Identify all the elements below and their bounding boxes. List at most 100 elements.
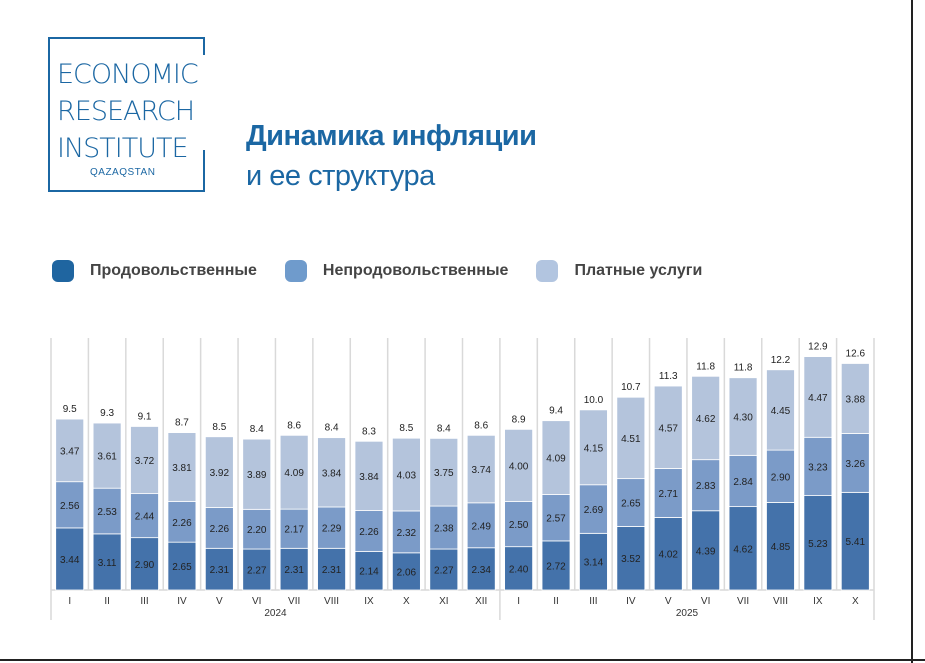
value-label: 2.29 bbox=[322, 524, 342, 535]
bar-segment bbox=[579, 532, 608, 591]
bar-segment bbox=[391, 510, 421, 554]
bar-segment bbox=[653, 517, 683, 591]
x-tick-label: V bbox=[665, 596, 672, 607]
bar-segment bbox=[504, 501, 534, 548]
x-tick-label: I bbox=[68, 596, 71, 607]
x-tick-label: II bbox=[104, 596, 110, 607]
total-label: 9.4 bbox=[549, 406, 563, 417]
value-label: 3.92 bbox=[210, 468, 230, 479]
value-label: 4.09 bbox=[546, 454, 566, 465]
value-label: 2.69 bbox=[584, 505, 604, 516]
bar-segment bbox=[204, 436, 234, 508]
bar-segment bbox=[317, 506, 346, 549]
bar-segment bbox=[130, 537, 159, 591]
value-label: 2.40 bbox=[509, 564, 529, 575]
value-label: 2.90 bbox=[771, 472, 791, 483]
bar-segment bbox=[691, 375, 721, 461]
value-label: 2.31 bbox=[284, 565, 304, 576]
x-tick-label: VI bbox=[252, 596, 261, 607]
bar-segment bbox=[55, 418, 85, 483]
value-label: 3.52 bbox=[621, 554, 641, 565]
x-tick-label: I bbox=[517, 596, 520, 607]
value-label: 3.14 bbox=[584, 558, 604, 569]
value-label: 2.84 bbox=[733, 477, 753, 488]
legend-swatch bbox=[52, 260, 74, 282]
legend-label: Продовольственные bbox=[90, 262, 257, 279]
logo-line: RESEARCH bbox=[57, 96, 195, 127]
logo-frame-right-bottom bbox=[203, 150, 205, 192]
total-label: 8.6 bbox=[474, 420, 488, 431]
bar-segment bbox=[766, 449, 795, 503]
value-label: 4.62 bbox=[696, 414, 716, 425]
value-label: 2.38 bbox=[434, 524, 454, 535]
bar-segment bbox=[466, 434, 496, 504]
bar-segment bbox=[92, 487, 122, 535]
total-label: 8.4 bbox=[250, 424, 264, 435]
bar-segment bbox=[616, 526, 646, 591]
value-label: 2.26 bbox=[359, 527, 379, 538]
value-label: 2.57 bbox=[546, 514, 566, 525]
chart-legend: Продовольственные Непродовольственные Пл… bbox=[52, 260, 730, 282]
x-tick-label: V bbox=[216, 596, 223, 607]
bar-segment bbox=[55, 481, 85, 529]
page-title: Динамика инфляции bbox=[246, 120, 537, 152]
total-label: 9.1 bbox=[138, 411, 152, 422]
value-label: 2.65 bbox=[172, 562, 192, 573]
value-label: 3.72 bbox=[135, 456, 155, 467]
value-label: 3.61 bbox=[97, 452, 117, 463]
legend-item-services: Платные услуги bbox=[536, 260, 702, 282]
bar-segment bbox=[616, 396, 646, 480]
bar-segment bbox=[354, 440, 384, 511]
value-label: 2.53 bbox=[97, 507, 117, 518]
total-label: 8.4 bbox=[325, 423, 339, 434]
value-label: 3.84 bbox=[359, 472, 379, 483]
value-label: 2.20 bbox=[247, 525, 267, 536]
frame-right-border bbox=[911, 0, 913, 663]
total-label: 8.5 bbox=[212, 422, 226, 433]
page-subtitle: и ее структура bbox=[246, 160, 435, 192]
bar-segment bbox=[579, 484, 608, 534]
value-label: 4.45 bbox=[771, 406, 791, 417]
bar-segment bbox=[504, 546, 534, 591]
value-label: 3.26 bbox=[846, 459, 866, 470]
x-tick-label: VII bbox=[288, 596, 300, 607]
bar-segment bbox=[466, 547, 496, 591]
total-label: 8.4 bbox=[437, 423, 451, 434]
legend-item-food: Продовольственные bbox=[52, 260, 257, 282]
x-tick-label: IX bbox=[813, 596, 823, 607]
bar-segment bbox=[728, 454, 758, 508]
bar-segment bbox=[354, 550, 384, 591]
value-label: 2.27 bbox=[247, 566, 267, 577]
bar-segment bbox=[653, 468, 683, 518]
value-label: 4.57 bbox=[659, 423, 679, 434]
x-tick-label: X bbox=[852, 596, 859, 607]
bar-segment bbox=[55, 527, 85, 591]
bar-segment bbox=[616, 478, 646, 527]
bar-segment bbox=[803, 356, 833, 438]
bar-segment bbox=[130, 426, 159, 495]
value-label: 2.06 bbox=[397, 567, 417, 578]
total-label: 11.3 bbox=[659, 371, 678, 382]
bar-segment bbox=[391, 437, 421, 512]
value-label: 2.34 bbox=[471, 565, 491, 576]
value-label: 2.56 bbox=[60, 501, 80, 512]
value-label: 3.11 bbox=[98, 558, 117, 569]
value-label: 4.02 bbox=[659, 550, 679, 561]
value-label: 2.26 bbox=[210, 524, 230, 535]
bar-segment bbox=[803, 495, 833, 591]
value-label: 4.51 bbox=[621, 434, 641, 445]
bar-segment bbox=[167, 500, 197, 543]
x-tick-label: IV bbox=[626, 596, 636, 607]
bar-segment bbox=[242, 508, 272, 550]
total-label: 12.6 bbox=[846, 348, 866, 359]
x-tick-label: XI bbox=[439, 596, 448, 607]
value-label: 4.03 bbox=[397, 471, 417, 482]
frame-bottom-border bbox=[0, 659, 925, 661]
bar-segment bbox=[167, 432, 197, 502]
bar-segment bbox=[840, 363, 870, 434]
x-tick-label: VIII bbox=[773, 596, 788, 607]
bar-segment bbox=[466, 502, 496, 549]
bar-segment bbox=[579, 409, 608, 486]
x-tick-label: VII bbox=[737, 596, 749, 607]
value-label: 5.23 bbox=[808, 539, 828, 550]
